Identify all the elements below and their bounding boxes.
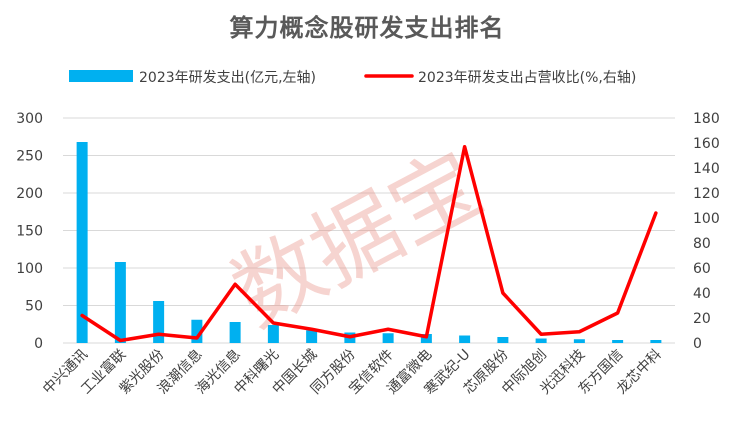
x-axis-categories: 中兴通讯工业富联紫光股份浪潮信息海光信息中科曙光中国长城同方股份宝信软件通富微电… [40, 346, 665, 399]
y-right-tick-label: 100 [693, 211, 720, 227]
line-series [80, 145, 658, 343]
bar [191, 319, 203, 343]
y-left-tick-label: 50 [25, 299, 43, 315]
bar-series [76, 142, 662, 343]
bar [612, 340, 624, 343]
y-axis-left: 0 50 100 150 200 250 300 [16, 111, 43, 352]
bar [382, 333, 394, 343]
y-right-tick-label: 20 [693, 311, 711, 327]
bar [229, 322, 241, 343]
bar [76, 142, 88, 343]
bar [497, 337, 509, 343]
bar [267, 325, 279, 343]
watermark: 数据宝 [216, 132, 497, 347]
y-left-tick-label: 200 [16, 186, 43, 202]
y-left-tick-label: 250 [16, 149, 43, 165]
y-right-tick-label: 140 [693, 161, 720, 177]
bar [306, 330, 318, 343]
y-left-tick-label: 0 [34, 336, 43, 352]
bar [153, 301, 165, 343]
y-left-tick-label: 100 [16, 261, 43, 277]
bar [535, 338, 547, 343]
legend-line-label: 2023年研发支出占营收比(%,右轴) [418, 70, 636, 86]
bar [650, 340, 662, 343]
y-right-tick-label: 160 [693, 136, 720, 152]
legend-bar-label: 2023年研发支出(亿元,左轴) [139, 70, 316, 86]
y-right-tick-label: 80 [693, 236, 711, 252]
y-right-tick-label: 60 [693, 261, 711, 277]
bar [459, 335, 471, 343]
bar [420, 334, 432, 343]
legend: 2023年研发支出(亿元,左轴) 2023年研发支出占营收比(%,右轴) [69, 70, 636, 86]
y-left-tick-label: 150 [16, 224, 43, 240]
chart-title: 算力概念股研发支出排名 [230, 14, 505, 42]
legend-bar-swatch [69, 70, 133, 82]
y-right-tick-label: 40 [693, 286, 711, 302]
y-axis-right: 0 20 40 60 80 100 120 140 160 180 [693, 111, 720, 352]
bar [114, 262, 126, 343]
y-left-tick-label: 300 [16, 111, 43, 127]
y-right-tick-label: 180 [693, 111, 720, 127]
bar [573, 339, 585, 343]
line-series-group [80, 145, 658, 343]
gridlines [63, 117, 675, 344]
y-right-tick-label: 0 [693, 336, 702, 352]
y-right-tick-label: 120 [693, 186, 720, 202]
